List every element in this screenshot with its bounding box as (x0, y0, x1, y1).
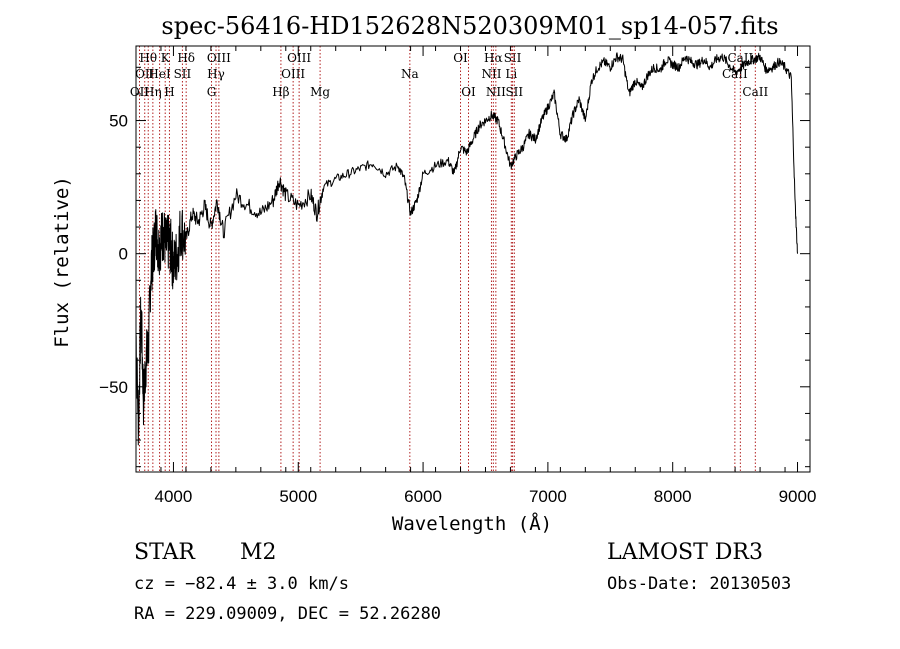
survey-label: LAMOST DR3 (607, 540, 763, 565)
line-marker-label: Mg (310, 85, 330, 99)
line-marker-label: OI (461, 85, 476, 99)
x-tick-label: 9000 (779, 487, 817, 506)
line-marker-label: SII (174, 67, 192, 81)
line-marker-label: OIII (207, 51, 231, 65)
line-marker-label: OI (453, 51, 468, 65)
line-marker-label: NII (481, 67, 501, 81)
line-marker-label: Hγ (207, 67, 225, 81)
line-marker-label: CaII (742, 85, 768, 99)
x-tick-label: 5000 (279, 487, 317, 506)
axes: 4000 5000 6000 7000 8000 9000 −50 0 50 (99, 46, 816, 506)
line-marker-label: CaII (722, 67, 748, 81)
y-tick-label: −50 (99, 378, 128, 397)
line-marker-label: OIII (281, 67, 305, 81)
spectrum-trace (135, 52, 798, 446)
coordinates-text: RA = 229.09009, DEC = 52.26280 (134, 604, 442, 624)
line-marker-label: Na (401, 67, 419, 81)
line-marker-label: G (207, 85, 217, 99)
x-axis-label: Wavelength (Å) (392, 512, 552, 535)
line-marker-label: OII (135, 67, 155, 81)
x-tick-label: 8000 (654, 487, 692, 506)
x-tick-label: 7000 (529, 487, 567, 506)
line-marker-label: Hα (484, 51, 503, 65)
line-marker-label: NII (486, 85, 506, 99)
line-marker-label: CaII (727, 51, 753, 65)
spectral-line-markers: OIIOIIHθHηHeIKHSIIHδGHγOIIIHβOIIIOIIIMgN… (130, 46, 768, 472)
x-tick-label: 6000 (404, 487, 442, 506)
line-marker-label: SII (504, 51, 522, 65)
y-tick-label: 50 (109, 112, 128, 131)
obs-date-text: Obs-Date: 20130503 (607, 574, 792, 594)
line-marker-label: Hη (144, 85, 162, 99)
line-marker-label: Li (505, 67, 517, 81)
y-tick-label: 0 (119, 245, 128, 264)
line-marker-label: H (164, 85, 174, 99)
object-subclass: M2 (240, 540, 277, 565)
line-marker-label: Hβ (272, 85, 289, 99)
line-marker-label: OIII (287, 51, 311, 65)
redshift-text: cz = −82.4 ± 3.0 km/s (134, 574, 349, 594)
y-axis-label: Flux (relative) (51, 176, 73, 348)
line-marker-label: HeI (148, 67, 171, 81)
line-marker-label: K (161, 51, 171, 65)
line-marker-label: Hδ (177, 51, 195, 65)
object-class: STAR (134, 540, 195, 565)
plot-frame (135, 45, 811, 473)
chart-title: spec-56416-HD152628N520309M01_sp14-057.f… (161, 12, 778, 40)
line-marker-label: Hθ (139, 51, 157, 65)
line-marker-label: SII (505, 85, 523, 99)
x-tick-label: 4000 (155, 487, 193, 506)
spectrum-line (135, 52, 798, 446)
